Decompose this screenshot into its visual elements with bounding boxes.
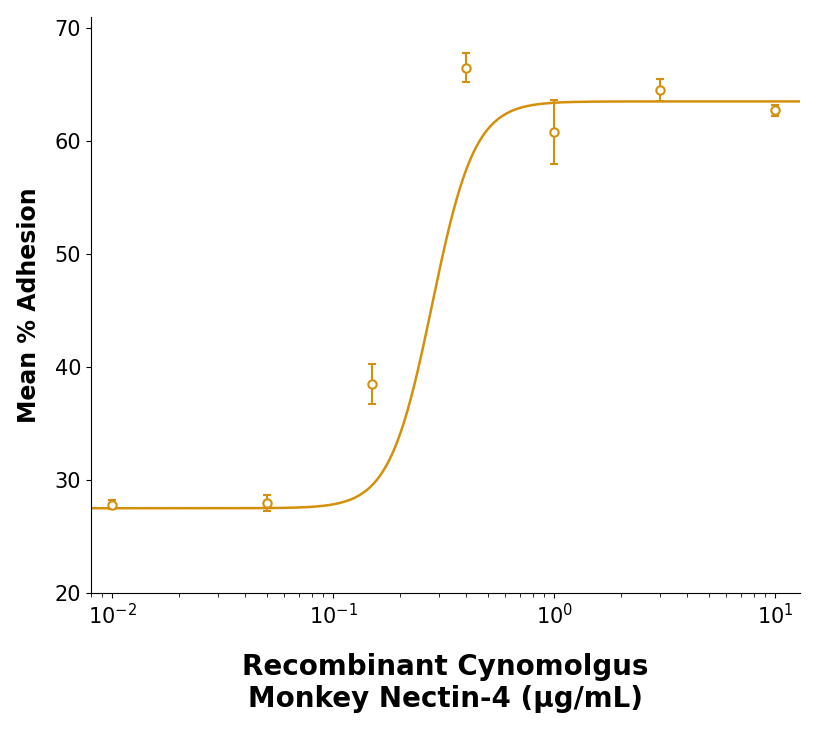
Y-axis label: Mean % Adhesion: Mean % Adhesion	[16, 187, 41, 423]
X-axis label: Recombinant Cynomolgus
Monkey Nectin-4 (μg/mL): Recombinant Cynomolgus Monkey Nectin-4 (…	[243, 653, 649, 713]
